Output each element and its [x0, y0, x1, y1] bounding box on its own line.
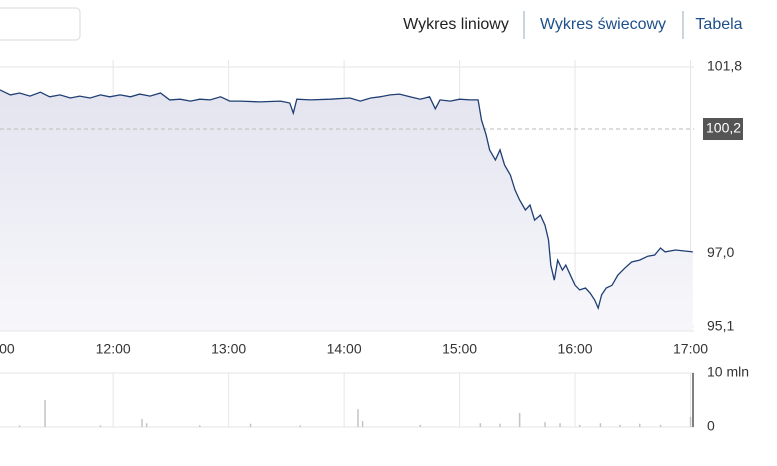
- y-tick-label: 97,0: [707, 244, 734, 260]
- volume-bar: [361, 421, 364, 427]
- search-input[interactable]: [0, 7, 81, 41]
- volume-bar: [578, 424, 581, 427]
- volume-bar: [599, 423, 602, 427]
- x-tick-label: 17:00: [673, 341, 708, 357]
- plot: 101,8 97,0 95,1 11:00 12:00 13:00 14:00 15:00 16…: [0, 58, 749, 434]
- y-tick-label: 0: [707, 418, 715, 434]
- x-tick-label: 15:00: [442, 341, 477, 357]
- y-tick-label: 10 mln: [707, 364, 749, 380]
- tab[interactable]: Tabela: [695, 16, 742, 33]
- volume-bar: [44, 400, 46, 427]
- x-tick-label: 13:00: [211, 341, 246, 357]
- volume-bar: [299, 425, 301, 427]
- volume-bar: [18, 425, 21, 427]
- volume-bar: [638, 423, 641, 427]
- volume-bar: [99, 425, 102, 427]
- volume-bar: [145, 423, 148, 427]
- tab[interactable]: Wykres liniowy: [403, 16, 509, 33]
- x-tick-label: 16:00: [558, 341, 593, 357]
- volume-bar: [419, 424, 422, 427]
- x-tick-label: 14:00: [327, 341, 362, 357]
- x-tick-label: 11:00: [0, 341, 15, 357]
- volume-bar: [141, 418, 143, 427]
- volume-bar: [199, 425, 201, 427]
- volume-bar: [659, 424, 662, 427]
- volume-bar: [518, 412, 521, 427]
- volume-bar: [689, 416, 692, 427]
- volume-bar: [357, 409, 359, 427]
- x-tick-label: 12:00: [96, 341, 131, 357]
- volume-bar: [479, 423, 482, 427]
- y-tick-label: 101,8: [707, 58, 742, 74]
- price-line: [0, 89, 693, 311]
- volume-bar: [559, 423, 561, 427]
- volume-bar: [544, 422, 546, 427]
- tab[interactable]: Wykres świecowy: [540, 16, 666, 33]
- reference-badge: [703, 118, 743, 141]
- volume-bar: [499, 423, 501, 427]
- reference-label: 100,2: [706, 120, 741, 136]
- volume-bar: [249, 423, 252, 427]
- volume-bar: [619, 424, 621, 427]
- y-tick-label: 95,1: [707, 317, 734, 333]
- area: [0, 89, 693, 332]
